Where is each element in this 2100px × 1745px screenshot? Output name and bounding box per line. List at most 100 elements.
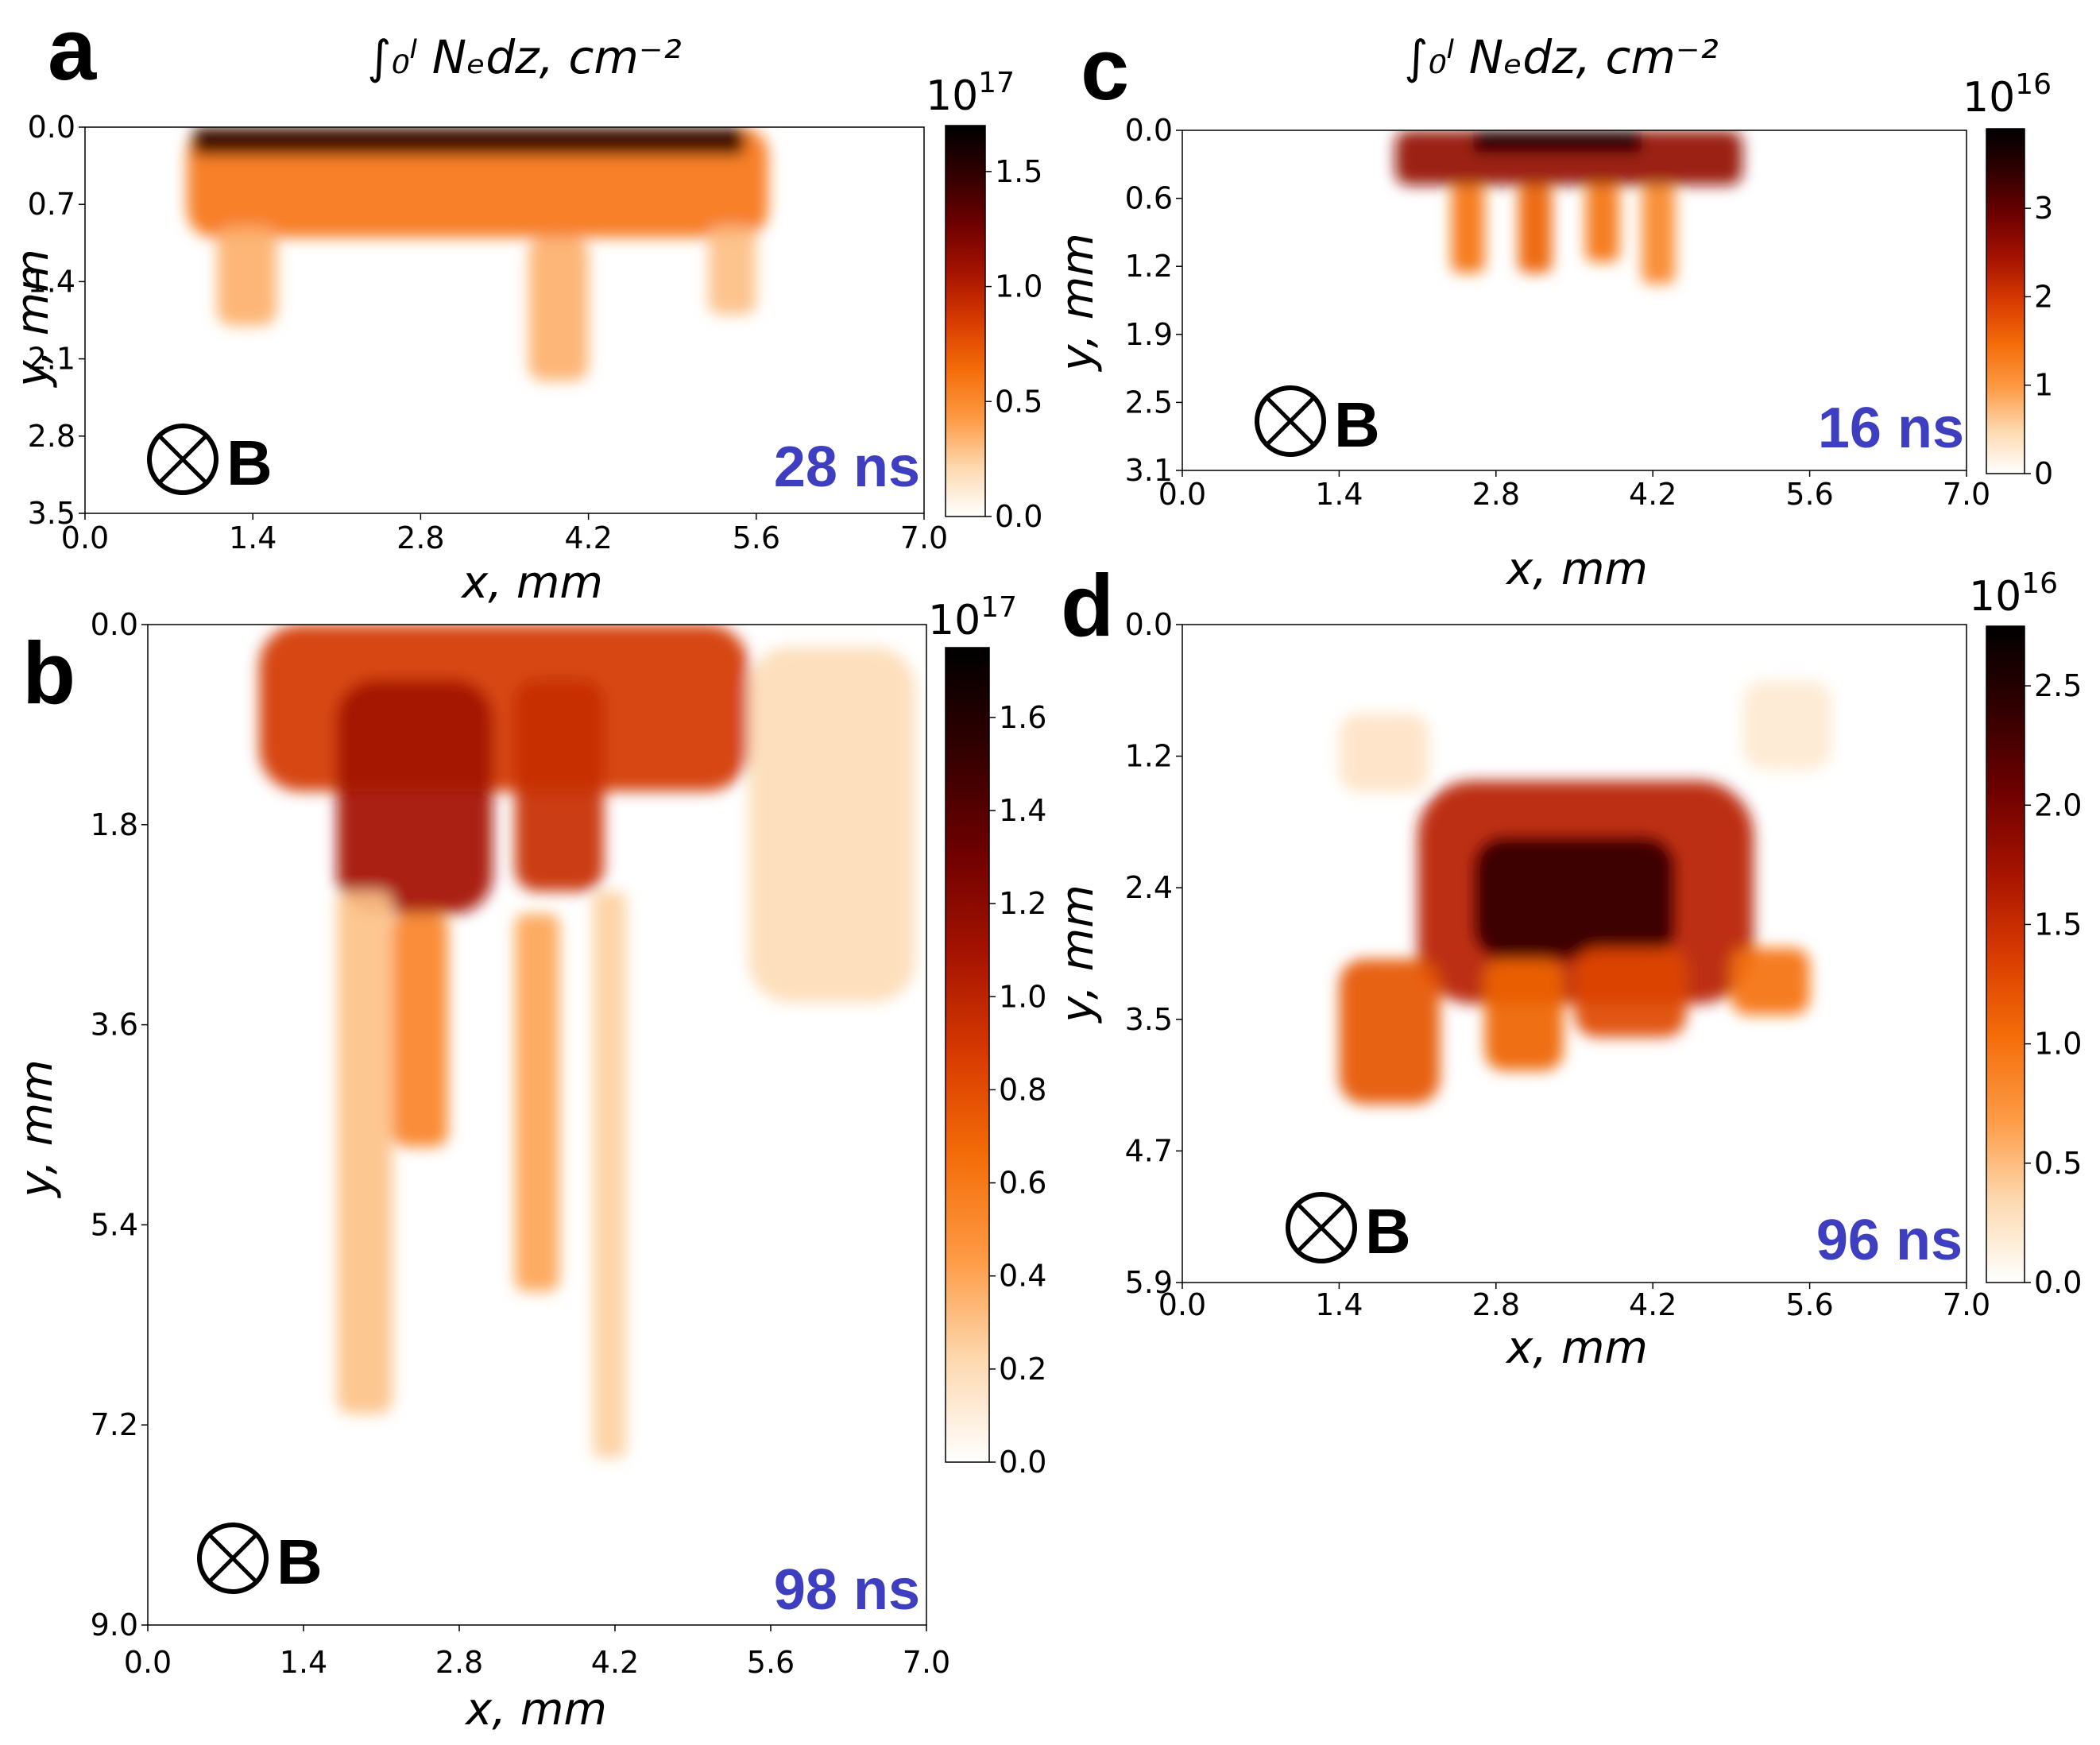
colorbar-tick-label: 0.6 [999, 1166, 1046, 1201]
field-label: B [1334, 389, 1380, 460]
y-tick-label: 0.0 [1125, 607, 1173, 642]
colorbar-exponent: 1017 [926, 67, 1015, 120]
density-region [1473, 836, 1676, 960]
colorbar-tick-label: 0.8 [999, 1072, 1046, 1107]
density-region [1585, 185, 1619, 262]
colorbar-tick-label: 0.5 [2034, 1146, 2082, 1181]
colorbar-tick-label: 1.0 [995, 269, 1042, 304]
plot-frame [1181, 624, 1967, 1283]
x-tick-label: 1.4 [1315, 1287, 1363, 1322]
x-tick-label: 2.8 [435, 1645, 483, 1680]
x-tick-label: 0.0 [1158, 1287, 1206, 1322]
density-region [1574, 947, 1687, 1038]
x-axis-label: x, mm [460, 557, 603, 609]
y-tick-label: 5.4 [91, 1207, 138, 1242]
plot-area [1182, 130, 1967, 470]
plot-frame [84, 126, 925, 514]
colorbar-tick-label: 2.0 [2034, 787, 2082, 822]
colorbar-tick-label: 0.0 [995, 499, 1042, 534]
colorbar-tick-label: 1.0 [999, 979, 1046, 1014]
density-region [337, 891, 393, 1414]
field-label: B [277, 1526, 323, 1597]
panel-b: 0.0 1.4 2.8 4.2 5.6 7.0 0.0 1.8 3.6 5.4 7.2 9.0 x, m… [11, 591, 1046, 1735]
density-region [337, 679, 493, 914]
density-region [1518, 185, 1553, 273]
time-label: 28 ns [774, 435, 920, 499]
colorbar-exponent-base: 10 [926, 72, 978, 120]
x-tick-label: 4.2 [1629, 477, 1677, 512]
panel-letter: c [1081, 21, 1129, 118]
colorbar-exponent-power: 17 [980, 591, 1017, 624]
colorbar-exponent: 1017 [928, 591, 1017, 644]
colorbar-tick-label: 1 [2034, 368, 2053, 403]
colorbar-tick-label: 1.6 [999, 700, 1046, 735]
density-region [216, 226, 277, 326]
density-field [1394, 130, 1742, 284]
x-tick-label: 7.0 [1943, 1287, 1990, 1322]
colorbar-tick-label: 0.0 [999, 1445, 1046, 1480]
density-region [1642, 185, 1676, 284]
plot-frame [1181, 130, 1967, 471]
y-tick-label: 3.5 [1125, 1002, 1173, 1037]
magnetic-field-into-page-icon: B [147, 424, 273, 498]
density-region [259, 625, 748, 791]
colorbar-tick-label: 1.5 [995, 154, 1042, 189]
x-tick-label: 5.6 [747, 1645, 795, 1680]
x-tick-label: 5.6 [1785, 477, 1833, 512]
colorbar-tick-label: 0.4 [999, 1259, 1046, 1294]
x-tick-label: 4.2 [591, 1645, 639, 1680]
colorbar-tick-label: 1.5 [2034, 907, 2082, 942]
colorbar-exponent-base: 10 [1969, 573, 2021, 621]
x-tick-label: 0.0 [124, 1645, 172, 1680]
circle-cross-icon [147, 424, 219, 495]
magnetic-field-into-page-icon: B [1286, 1192, 1411, 1267]
x-tick-label: 7.0 [900, 520, 948, 555]
density-region [1451, 185, 1485, 273]
x-tick-label: 0.0 [61, 520, 109, 555]
density-region [192, 127, 744, 155]
colorbar-exponent: 1016 [1969, 567, 2058, 621]
panel-a: 0.0 1.4 2.8 4.2 5.6 7.0 0.0 0.7 1.4 2.1 2.8 3.5 x, m… [7, 1, 1042, 609]
x-tick-label: 4.2 [564, 520, 612, 555]
y-axis-label: y, mm [7, 249, 59, 389]
density-region [515, 913, 559, 1292]
y-tick-label: 1.2 [1125, 249, 1173, 284]
chart-title: ∫₀ˡ Nₑdz, cm⁻² [1404, 30, 1719, 84]
y-tick-label: 1.4 [28, 264, 75, 299]
density-region [708, 226, 756, 315]
y-tick-label: 2.1 [28, 342, 75, 377]
density-region [1484, 959, 1564, 1071]
density-region [1339, 714, 1429, 792]
circle-cross-icon [197, 1523, 269, 1594]
y-tick-label: 1.2 [1125, 739, 1173, 774]
colorbar-exponent-power: 16 [2021, 567, 2058, 600]
colorbar-exponent-power: 16 [2015, 68, 2052, 101]
panel-letter: a [48, 1, 97, 99]
y-tick-label: 0.0 [1125, 113, 1173, 148]
density-region [1742, 680, 1832, 770]
colorbar [1986, 128, 2025, 474]
panel-letter: b [22, 625, 75, 722]
density-region [593, 891, 626, 1459]
colorbar [945, 647, 990, 1463]
field-label: B [1365, 1196, 1411, 1267]
colorbar-tick-label: 1.4 [999, 793, 1046, 828]
density-field [1339, 680, 1832, 1105]
x-tick-label: 1.4 [229, 520, 277, 555]
x-axis-label: x, mm [464, 1684, 607, 1735]
x-tick-label: 1.4 [1315, 477, 1363, 512]
y-tick-label: 2.8 [28, 419, 75, 454]
x-tick-label: 5.6 [733, 520, 780, 555]
y-tick-label: 3.5 [28, 496, 75, 531]
y-tick-label: 0.7 [28, 187, 75, 222]
colorbar-exponent-base: 10 [928, 597, 980, 644]
density-region [1473, 130, 1642, 153]
x-tick-label: 2.8 [396, 520, 444, 555]
colorbar-tick-label: 1.2 [999, 886, 1046, 921]
density-region [1731, 947, 1810, 1016]
y-tick-label: 3.6 [91, 1008, 138, 1043]
colorbar-exponent-power: 17 [978, 67, 1015, 99]
y-tick-label: 1.8 [91, 807, 138, 842]
colorbar-tick-label: 0.5 [995, 384, 1042, 419]
